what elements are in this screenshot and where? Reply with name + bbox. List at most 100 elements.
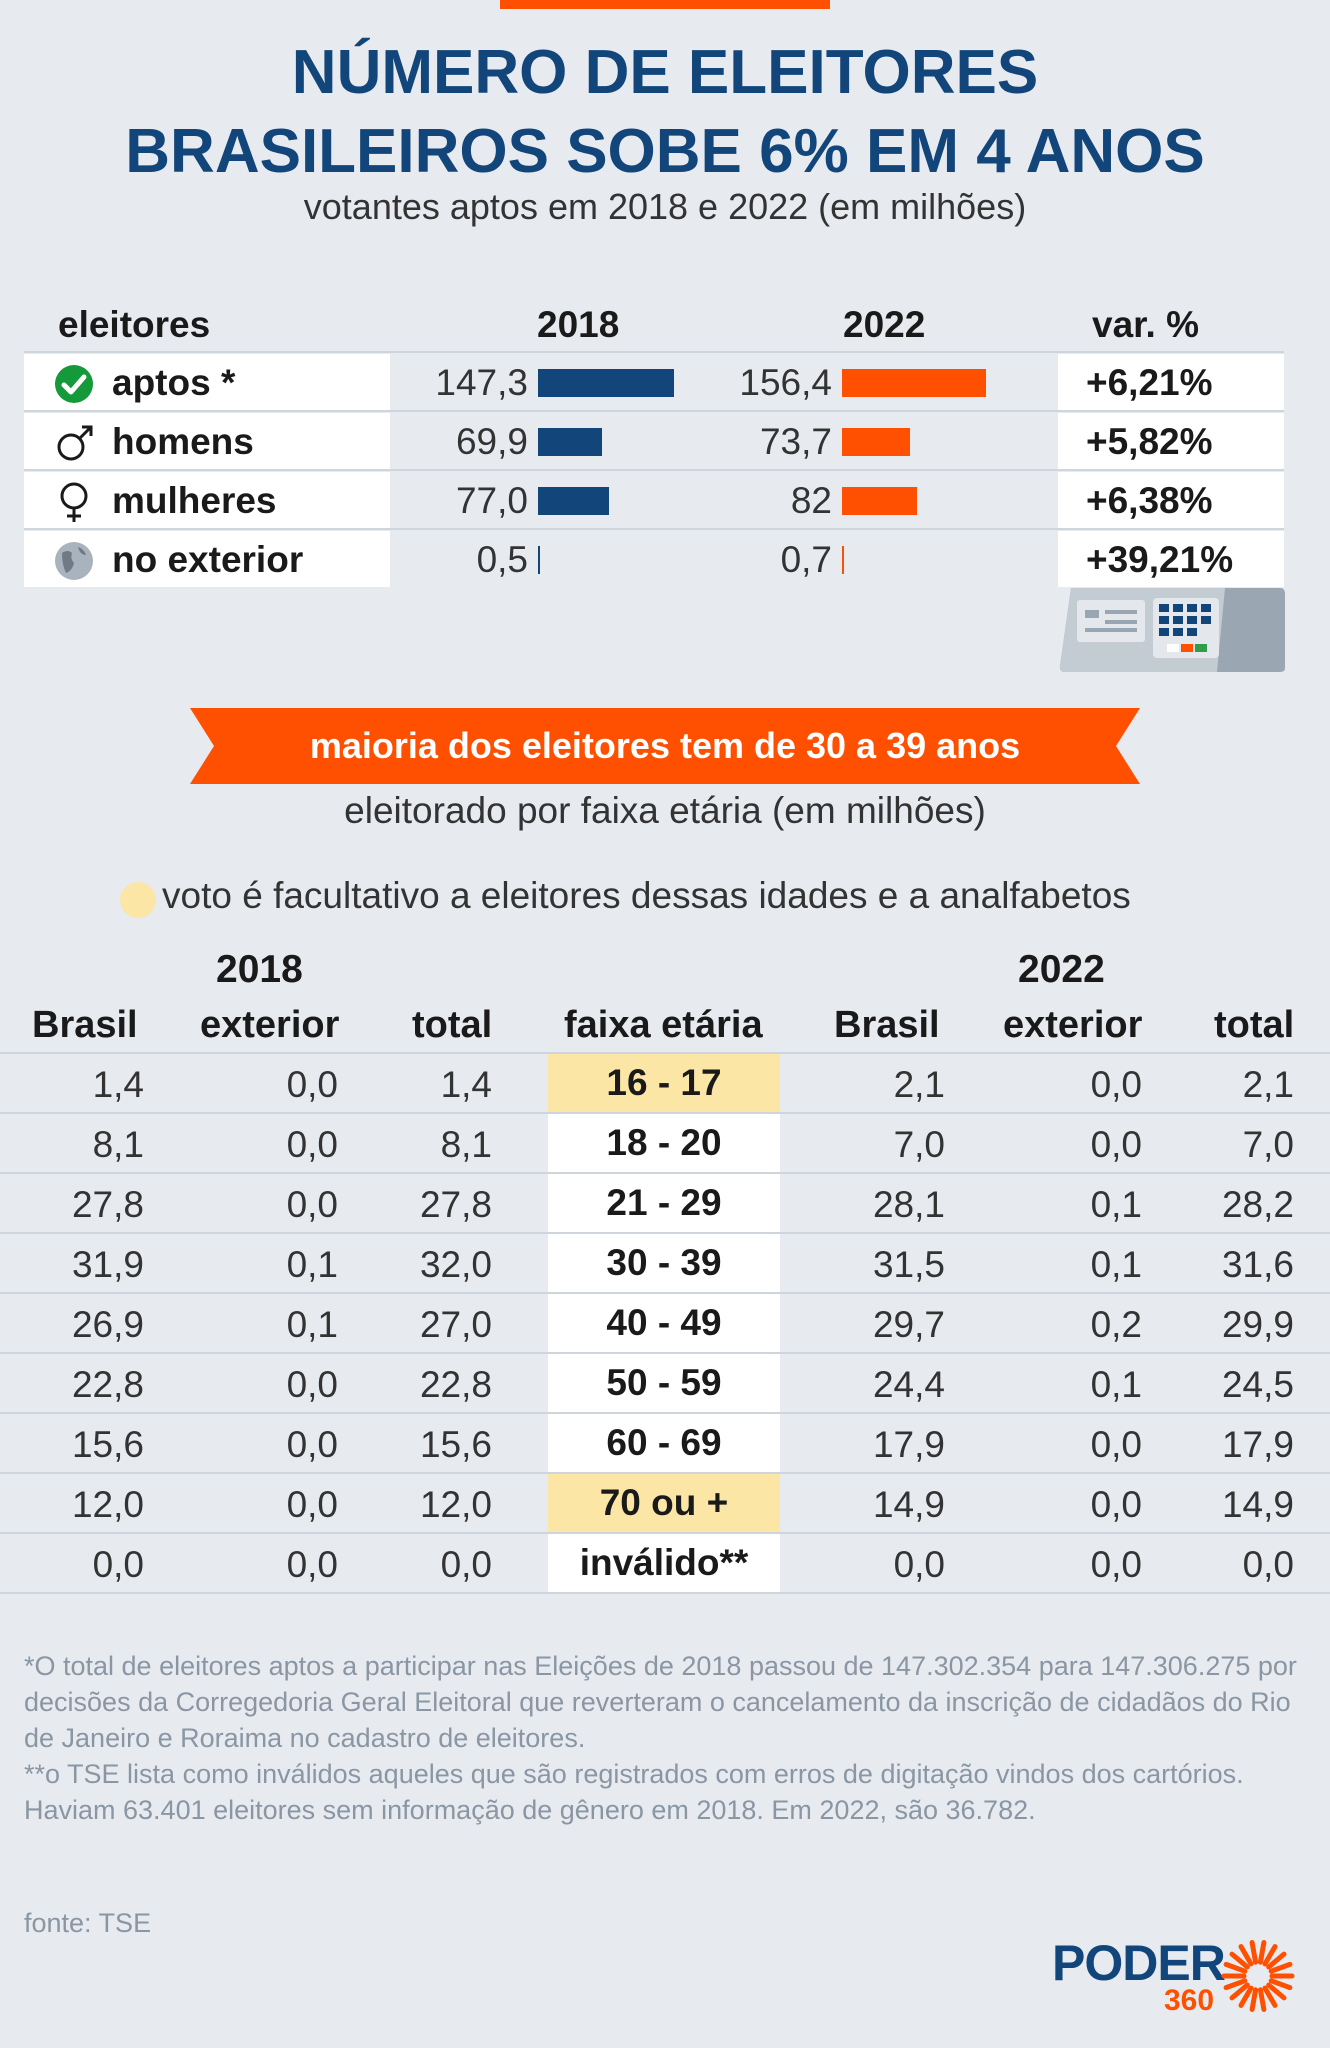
var-cell [1058,531,1284,587]
total-2022-value: 0,0 [1242,1544,1294,1585]
bar-2022 [842,369,986,397]
row-divider [0,1112,1330,1114]
summary-row: homens 69,9 73,7 +5,82% [24,413,1284,469]
value-2018: 0,5 [476,539,528,580]
check-circle-icon [54,364,94,404]
year-2022-header: 2022 [1018,948,1105,991]
row-divider [24,528,1284,530]
bar-2018 [538,428,603,456]
row-divider [0,1412,1330,1414]
total-2018-value: 27,8 [419,1184,492,1225]
variation-value: +39,21% [1086,539,1234,580]
globe-icon [54,541,94,581]
table-row: 40 - 49 26,9 0,1 27,0 29,7 0,2 29,9 [0,1294,1330,1354]
exterior-2018-value: 0,0 [286,1484,338,1525]
brasil-2022-value: 7,0 [893,1124,945,1165]
brasil-2022-value: 29,7 [872,1304,945,1345]
bar-2018 [538,487,609,515]
exterior-2022-value: 0,0 [1090,1064,1142,1105]
legend-swatch [120,882,156,918]
total-2018-value: 1,4 [440,1064,492,1105]
bar-2018 [538,546,540,574]
var-cell [1058,413,1284,469]
brasil-2018-value: 27,8 [71,1184,144,1225]
poder360-logo: PODER 360 [1052,1934,1302,2024]
top-accent-bar [500,0,830,9]
exterior-2018-value: 0,1 [286,1244,338,1285]
summary-row: aptos * 147,3 156,4 +6,21% [24,354,1284,410]
table-row: 60 - 69 15,6 0,0 15,6 17,9 0,0 17,9 [0,1414,1330,1474]
ribbon-text: maioria dos eleitores tem de 30 a 39 ano… [309,725,1021,766]
brasil-2022-value: 31,5 [872,1244,945,1285]
total-2018-value: 15,6 [419,1424,492,1465]
total-2018-value: 27,0 [419,1304,492,1345]
row-label: homens [112,421,254,462]
bar-2022 [842,487,918,515]
age-range-cell: 16 - 17 [548,1054,780,1112]
row-divider [0,1172,1330,1174]
exterior-2022-value: 0,0 [1090,1424,1142,1465]
total-2022-value: 7,0 [1242,1124,1294,1165]
brasil-2018-value: 15,6 [71,1424,144,1465]
row-divider [0,1532,1330,1534]
female-symbol-icon [54,482,94,522]
total-2022-value: 29,9 [1221,1304,1294,1345]
brasil-2018-value: 0,0 [92,1544,144,1585]
footnote-1: *O total de eleitores aptos a participar… [24,1651,1297,1753]
brasil-2022-value: 28,1 [872,1184,945,1225]
brasil-2022-value: 24,4 [872,1364,945,1405]
table-row: 70 ou + 12,0 0,0 12,0 14,9 0,0 14,9 [0,1474,1330,1534]
source-text: fonte: TSE [24,1908,152,1938]
exterior-2022-value: 0,0 [1090,1544,1142,1585]
total-2018-value: 22,8 [419,1364,492,1405]
year-2018-header: 2018 [216,948,303,991]
row-divider [24,351,1284,353]
brasil-2022-value: 0,0 [893,1544,945,1585]
exterior-2018-value: 0,0 [286,1544,338,1585]
var-cell [1058,472,1284,528]
bar-2022 [842,546,844,574]
label-cell [24,413,390,469]
col-brasil-2022: Brasil [834,1004,940,1046]
row-divider [0,1292,1330,1294]
table-row: 18 - 20 8,1 0,0 8,1 7,0 0,0 7,0 [0,1114,1330,1174]
age-subtitle: eleitorado por faixa etária (em milhões) [344,790,986,831]
total-2022-value: 31,6 [1221,1244,1294,1285]
table-row: 21 - 29 27,8 0,0 27,8 28,1 0,1 28,2 [0,1174,1330,1234]
row-label: mulheres [112,480,277,521]
exterior-2022-value: 0,1 [1090,1184,1142,1225]
row-divider [0,1352,1330,1354]
variation-value: +6,38% [1086,480,1213,521]
total-2022-value: 17,9 [1221,1424,1294,1465]
row-divider [0,1052,1330,1054]
exterior-2018-value: 0,0 [286,1124,338,1165]
male-symbol-icon [54,423,94,463]
exterior-2022-value: 0,0 [1090,1124,1142,1165]
exterior-2018-value: 0,0 [286,1064,338,1105]
age-range-cell: 60 - 69 [548,1414,780,1472]
total-2022-value: 14,9 [1221,1484,1294,1525]
table-row: 50 - 59 22,8 0,0 22,8 24,4 0,1 24,5 [0,1354,1330,1414]
brasil-2022-value: 2,1 [893,1064,945,1105]
page-title-line2: BRASILEIROS SOBE 6% EM 4 ANOS [125,117,1205,186]
summary-row: no exterior 0,5 0,7 +39,21% [24,531,1284,587]
brasil-2018-value: 12,0 [71,1484,144,1525]
value-2018: 69,9 [455,421,528,462]
page-title-line1: NÚMERO DE ELEITORES [291,38,1039,107]
value-2022: 0,7 [780,539,832,580]
legend-text: voto é facultativo a eleitores dessas id… [162,875,1131,916]
col-total-2022: total [1214,1004,1295,1046]
value-2018: 147,3 [435,362,528,403]
exterior-2022-value: 0,1 [1090,1244,1142,1285]
row-label: aptos * [112,362,236,403]
header-2022: 2022 [843,304,926,345]
total-2022-value: 2,1 [1242,1064,1294,1105]
exterior-2018-value: 0,0 [286,1184,338,1225]
exterior-2022-value: 0,1 [1090,1364,1142,1405]
brasil-2018-value: 8,1 [92,1124,144,1165]
value-2022: 156,4 [739,362,832,403]
row-divider [0,1592,1330,1594]
age-range-cell: 30 - 39 [548,1234,780,1292]
brasil-2022-value: 17,9 [872,1424,945,1465]
bar-2018 [538,369,674,397]
